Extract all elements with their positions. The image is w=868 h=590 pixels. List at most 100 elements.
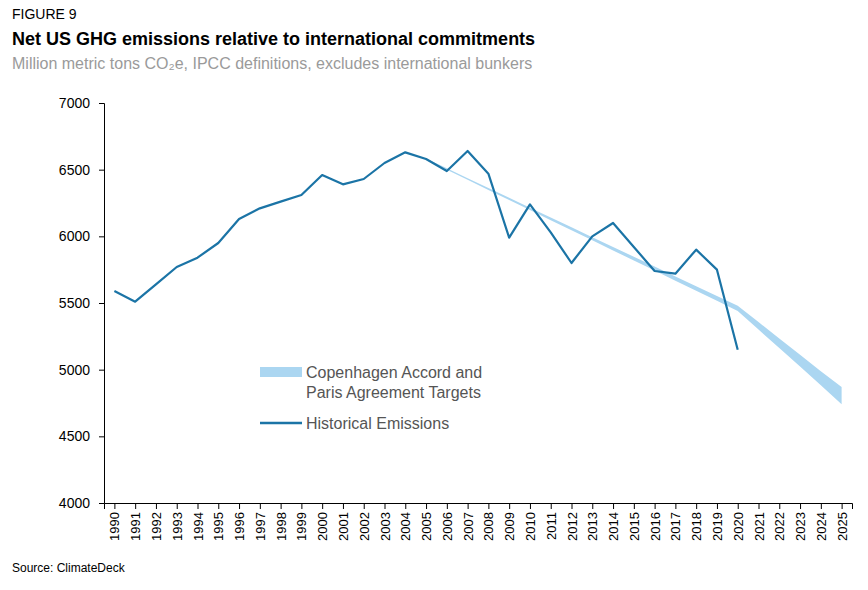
x-tick-mark [114, 503, 115, 509]
x-tick-mark [385, 503, 386, 509]
x-tick: 2009 [502, 503, 517, 541]
x-tick-label: 2002 [357, 512, 372, 541]
y-axis: 4000 4500 5000 5500 6000 6500 7000 [59, 95, 105, 511]
x-tick-mark [717, 503, 718, 509]
y-tick-mark [99, 503, 104, 504]
x-tick-mark [759, 503, 760, 509]
x-tick-mark [530, 503, 531, 509]
x-tick-label: 2024 [814, 512, 829, 541]
x-tick-label: 2010 [523, 512, 538, 541]
x-tick: 2018 [689, 503, 704, 541]
x-tick: 1990 [107, 503, 122, 541]
y-tick: 7000 [59, 95, 104, 111]
x-tick: 2013 [585, 503, 600, 541]
x-tick-mark [260, 503, 261, 509]
x-tick: 2012 [565, 503, 580, 541]
legend-label: Copenhagen Accord andParis Agreement Tar… [306, 364, 482, 401]
y-tick-mark [99, 436, 104, 437]
y-tick-mark [99, 370, 104, 371]
x-tick-mark [198, 503, 199, 509]
x-tick: 2004 [398, 503, 413, 541]
x-tick-label: 1991 [128, 512, 143, 541]
x-tick: 2011 [544, 503, 559, 540]
y-tick: 6500 [59, 162, 104, 178]
title: Net US GHG emissions relative to interna… [12, 29, 535, 49]
x-tick-mark [821, 503, 822, 509]
x-tick-label: 2001 [336, 512, 351, 541]
x-tick: 2010 [523, 503, 538, 541]
x-tick-label: 1994 [191, 512, 206, 541]
x-tick: 1994 [191, 503, 206, 541]
y-tick: 5000 [59, 362, 104, 378]
y-tick-mark [99, 103, 104, 104]
x-tick: 2000 [315, 503, 330, 541]
y-axis-line [99, 104, 105, 504]
subtitle: Million metric tons CO₂e, IPCC definitio… [12, 55, 532, 72]
x-tick: 1995 [211, 503, 226, 541]
y-tick-label: 5000 [59, 362, 90, 378]
x-tick-label: 1999 [294, 512, 309, 541]
x-tick: 2020 [731, 503, 746, 541]
x-tick-mark [322, 503, 323, 509]
x-tick: 1993 [170, 503, 185, 541]
x-tick-label: 2009 [502, 512, 517, 541]
x-tick: 1992 [149, 503, 164, 541]
x-tick: 1997 [253, 503, 268, 541]
x-tick: 2016 [648, 503, 663, 541]
x-tick-mark [592, 503, 593, 509]
x-tick: 1999 [294, 503, 309, 541]
x-axis-line [105, 504, 853, 510]
x-tick: 2015 [627, 503, 642, 541]
x-tick-mark [779, 503, 780, 509]
legend-swatch [260, 422, 302, 425]
x-tick-label: 2000 [315, 512, 330, 541]
x-tick-mark [572, 503, 573, 509]
y-tick: 4000 [59, 495, 104, 511]
x-tick-label: 2023 [793, 512, 808, 541]
x-tick-label: 2012 [565, 512, 580, 541]
x-tick-mark [655, 503, 656, 509]
y-tick: 5500 [59, 295, 104, 311]
x-tick-label: 2019 [710, 512, 725, 541]
x-tick: 2003 [378, 503, 393, 541]
x-tick-label: 1997 [253, 512, 268, 541]
x-tick: 1991 [128, 503, 143, 541]
x-tick-mark [447, 503, 448, 509]
legend-label: Historical Emissions [306, 415, 449, 432]
figure-label: FIGURE 9 [12, 6, 77, 22]
x-tick-label: 2016 [648, 512, 663, 541]
y-tick-label: 4500 [59, 428, 90, 444]
y-tick: 6000 [59, 228, 104, 244]
x-tick-label: 2014 [606, 512, 621, 541]
x-tick-label: 2011 [544, 512, 559, 540]
x-tick-mark [468, 503, 469, 509]
x-tick-mark [842, 503, 843, 509]
x-tick-mark [426, 503, 427, 509]
x-tick-mark [738, 503, 739, 509]
x-tick-mark [364, 503, 365, 509]
x-tick-label: 2017 [668, 512, 683, 541]
x-tick-label: 2022 [772, 512, 787, 541]
x-tick: 2023 [793, 503, 808, 541]
x-tick-label: 1998 [274, 512, 289, 541]
x-tick: 2024 [814, 503, 829, 541]
x-tick-label: 2015 [627, 512, 642, 541]
x-tick-mark [301, 503, 302, 509]
x-tick-label: 2008 [481, 512, 496, 541]
x-tick-label: 2025 [835, 512, 850, 541]
x-tick: 2001 [336, 503, 351, 541]
y-tick-label: 6000 [59, 228, 90, 244]
y-tick-mark [99, 236, 104, 237]
x-tick-mark [218, 503, 219, 509]
x-tick-mark [239, 503, 240, 509]
x-tick: 2002 [357, 503, 372, 541]
x-axis: 1990199119921993199419951996199719981999… [105, 503, 853, 541]
y-tick-label: 7000 [59, 95, 90, 111]
x-tick-mark [156, 503, 157, 509]
x-tick: 2021 [752, 503, 767, 541]
series-line [114, 151, 737, 350]
x-tick-label: 1995 [211, 512, 226, 541]
y-tick-label: 6500 [59, 162, 90, 178]
x-tick-mark [634, 503, 635, 509]
x-tick-label: 1990 [107, 512, 122, 541]
